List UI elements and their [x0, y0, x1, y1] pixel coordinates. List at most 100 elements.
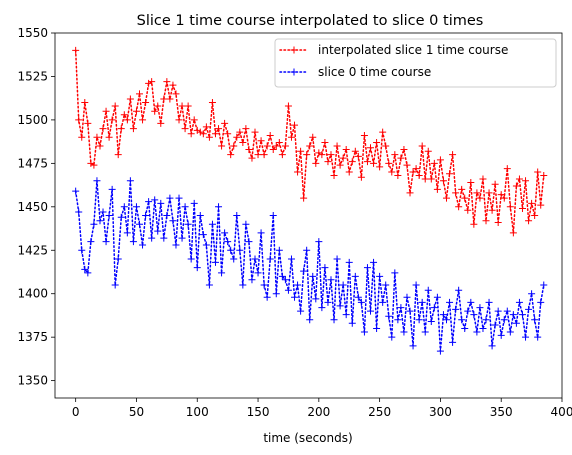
data-point — [205, 133, 213, 141]
data-point — [452, 189, 460, 197]
data-point — [148, 78, 156, 86]
data-point — [345, 258, 353, 266]
data-point — [294, 168, 302, 176]
data-point — [90, 161, 98, 169]
data-point — [473, 189, 481, 197]
data-point — [269, 145, 277, 153]
data-point — [367, 144, 375, 152]
data-point — [199, 231, 207, 239]
data-point — [132, 107, 140, 115]
data-point — [509, 311, 517, 319]
data-point — [169, 81, 177, 89]
data-point — [525, 217, 533, 225]
data-point — [211, 130, 219, 138]
data-point — [403, 293, 411, 301]
data-point — [142, 212, 150, 219]
data-point — [193, 264, 201, 272]
data-point — [370, 159, 378, 167]
data-point — [354, 293, 362, 301]
series-1 — [72, 46, 548, 237]
y-tick-label: 1350 — [17, 374, 48, 388]
data-point — [379, 128, 387, 136]
data-point — [540, 281, 548, 289]
data-point — [227, 246, 235, 254]
data-point — [391, 151, 399, 159]
series-2 — [72, 177, 548, 355]
data-point — [120, 111, 128, 119]
data-point — [491, 321, 499, 329]
data-point — [458, 316, 466, 324]
data-point — [412, 281, 420, 289]
data-point — [497, 331, 505, 339]
data-point — [172, 90, 180, 98]
data-point — [415, 316, 423, 324]
data-point — [357, 173, 365, 181]
x-axis: 0 50 100 150 200 250 300 350 400 — [72, 398, 572, 419]
y-axis: 1350 1375 1400 1425 1450 1475 1500 1525 1550 — [17, 26, 55, 388]
data-point — [132, 203, 140, 211]
data-point — [242, 220, 250, 228]
data-point — [433, 293, 441, 301]
data-point — [360, 328, 368, 336]
data-point — [436, 347, 444, 355]
data-point — [430, 159, 438, 167]
data-point — [105, 133, 113, 141]
data-point — [242, 125, 250, 133]
data-point — [151, 196, 159, 204]
data-point — [518, 205, 526, 213]
data-point — [297, 147, 305, 155]
data-point — [145, 79, 153, 87]
data-point — [461, 324, 469, 332]
data-point — [421, 328, 429, 336]
data-point — [278, 272, 286, 280]
data-point — [522, 177, 530, 185]
data-point — [503, 165, 511, 173]
data-point — [376, 272, 384, 280]
data-point — [394, 316, 402, 324]
data-point — [397, 304, 405, 312]
data-point — [108, 116, 116, 124]
data-point — [424, 286, 432, 294]
data-point — [190, 199, 198, 207]
data-point — [382, 281, 390, 289]
data-point — [491, 180, 499, 188]
x-tick-label: 50 — [129, 405, 144, 419]
data-point — [421, 175, 429, 183]
data-point — [427, 318, 435, 326]
data-point — [251, 255, 259, 263]
data-point — [224, 238, 232, 246]
y-tick-label: 1500 — [17, 113, 48, 127]
y-tick-label: 1425 — [17, 243, 48, 257]
x-tick-label: 250 — [368, 405, 391, 419]
data-point — [439, 177, 447, 185]
data-point — [227, 151, 235, 159]
data-point — [430, 304, 438, 312]
data-point — [291, 293, 299, 301]
data-point — [330, 172, 338, 180]
data-point — [123, 229, 131, 237]
data-point — [406, 189, 414, 197]
data-point — [424, 147, 432, 155]
y-tick-label: 1400 — [17, 287, 48, 301]
data-point — [190, 116, 198, 124]
data-point — [196, 128, 204, 136]
data-point — [342, 145, 350, 153]
data-point — [163, 212, 171, 219]
data-point — [512, 319, 520, 327]
x-tick-label: 400 — [551, 405, 572, 419]
data-point — [157, 199, 165, 207]
data-point — [485, 189, 493, 197]
data-point — [254, 269, 262, 277]
data-point — [257, 229, 265, 237]
data-point — [455, 203, 463, 211]
data-point — [339, 154, 347, 162]
data-point — [81, 99, 89, 107]
x-tick-label: 300 — [429, 405, 452, 419]
data-point — [239, 281, 247, 289]
data-point — [96, 142, 104, 150]
data-point — [139, 241, 147, 249]
data-point — [218, 269, 226, 277]
data-point — [193, 126, 201, 134]
data-point — [446, 298, 454, 306]
